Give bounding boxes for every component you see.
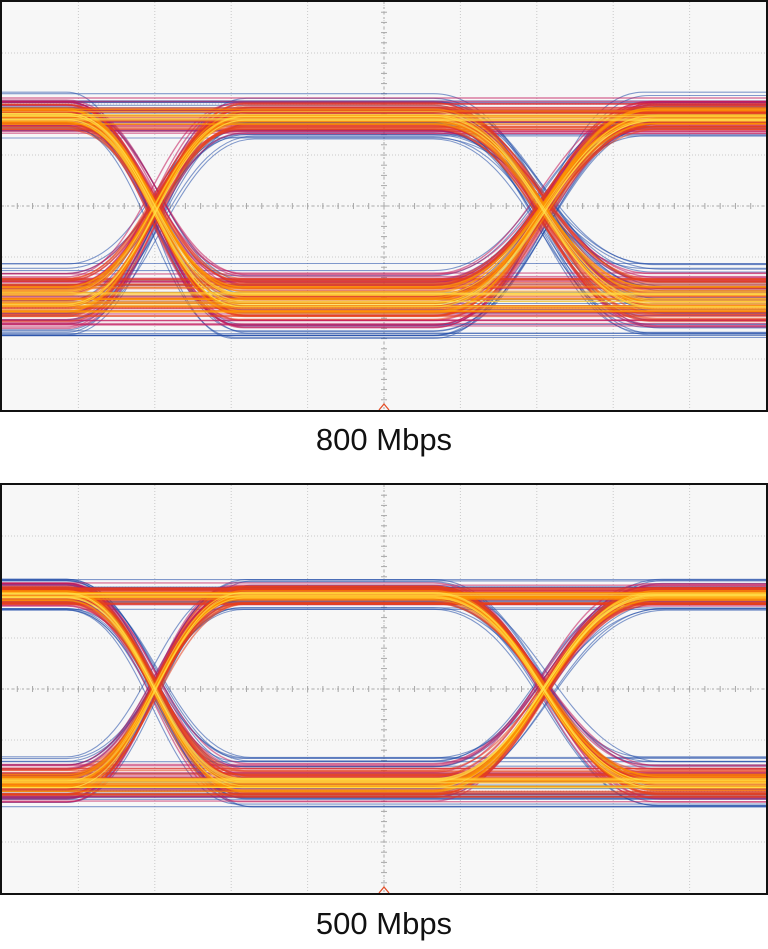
- scope-frame: [0, 483, 768, 895]
- eye-trace: [2, 116, 766, 294]
- scope-display-500: [0, 483, 768, 895]
- eye-trace: [2, 121, 766, 305]
- trigger-marker-icon: [378, 402, 390, 411]
- eye-trace: [2, 595, 766, 781]
- eye-trace: [2, 120, 766, 308]
- eye-trace: [2, 594, 766, 789]
- eye-trace: [2, 583, 766, 758]
- eye-trace: [2, 592, 766, 779]
- eye-trace: [2, 594, 766, 596]
- eye-traces: [2, 578, 766, 808]
- eye-traces: [2, 91, 766, 340]
- eye-trace: [2, 593, 766, 781]
- eye-trace: [2, 591, 766, 789]
- eye-trace: [2, 597, 766, 787]
- eye-trace: [2, 112, 766, 297]
- eye-trace: [2, 597, 766, 789]
- eye-diagram-500: [0, 483, 768, 895]
- chart-title-500: 500 Mbps: [315, 906, 453, 941]
- eye-trace: [2, 773, 766, 775]
- eye-trace: [2, 120, 766, 122]
- eye-trace: [2, 126, 766, 323]
- eye-trace: [2, 585, 766, 776]
- eye-trace: [2, 280, 766, 283]
- eye-trace: [2, 114, 766, 309]
- eye-trace: [2, 603, 766, 605]
- eye-trace: [2, 114, 766, 296]
- eye-trace: [2, 602, 766, 803]
- eye-trace: [2, 297, 766, 300]
- eye-trace: [2, 116, 766, 302]
- eye-trace: [2, 305, 766, 307]
- eye-trace: [2, 113, 766, 295]
- eye-trace: [2, 126, 766, 129]
- eye-trace: [2, 609, 766, 805]
- eye-trace: [2, 313, 766, 315]
- eye-trace: [2, 781, 766, 783]
- eye-trace: [2, 103, 766, 307]
- eye-trace: [2, 595, 766, 789]
- eye-trace: [2, 599, 766, 794]
- eye-trace: [2, 111, 766, 307]
- eye-trace: [2, 122, 766, 321]
- eye-trace: [2, 761, 766, 763]
- trace-layer: [2, 591, 766, 789]
- eye-trace: [2, 589, 766, 777]
- trigger-marker-icon: [378, 885, 390, 894]
- eye-diagram-800: [0, 0, 768, 412]
- eye-trace: [2, 107, 766, 109]
- eye-trace: [2, 319, 766, 322]
- scope-frame: [0, 0, 768, 412]
- eye-trace: [2, 579, 766, 581]
- scope-display-800: [0, 0, 768, 412]
- eye-trace: [2, 593, 766, 796]
- eye-trace: [2, 782, 766, 784]
- trace-layer: [2, 111, 766, 309]
- eye-trace: [2, 135, 766, 314]
- eye-trace: [2, 292, 766, 294]
- eye-trace: [2, 119, 766, 305]
- eye-trace: [2, 595, 766, 785]
- eye-trace: [2, 115, 766, 306]
- eye-trace: [2, 132, 766, 134]
- chart-title-800: 800 Mbps: [315, 422, 453, 457]
- eye-trace: [2, 103, 766, 298]
- eye-trace: [2, 596, 766, 788]
- eye-trace: [2, 99, 766, 278]
- eye-trace: [2, 117, 766, 327]
